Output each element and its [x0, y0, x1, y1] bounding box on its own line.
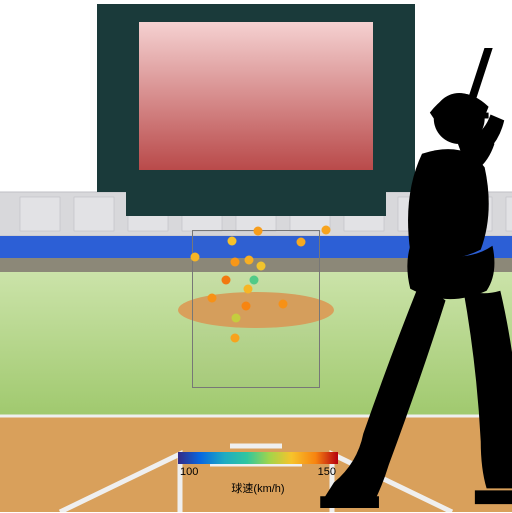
strike-zone — [192, 230, 320, 388]
colorbar: 100 150 球速(km/h) — [178, 452, 338, 496]
pitch-dot — [257, 262, 266, 271]
pitch-dot — [208, 294, 217, 303]
pitch-dot — [244, 285, 253, 294]
pitch-dot — [228, 237, 237, 246]
pitch-dot — [231, 334, 240, 343]
pitch-dot — [191, 253, 200, 262]
colorbar-label: 球速(km/h) — [178, 480, 338, 496]
pitch-dot — [232, 314, 241, 323]
pitch-dot — [250, 276, 259, 285]
pitch-dot — [254, 227, 263, 236]
colorbar-tick: 100 — [180, 466, 198, 478]
pitch-dot — [279, 300, 288, 309]
colorbar-tick: 150 — [318, 466, 336, 478]
pitch-dot — [222, 276, 231, 285]
batter-silhouette — [318, 48, 512, 508]
colorbar-ticks: 100 150 — [178, 466, 338, 478]
colorbar-gradient — [178, 452, 338, 464]
pitch-dot — [231, 258, 240, 267]
pitch-dot — [245, 256, 254, 265]
pitch-dot — [242, 302, 251, 311]
pitch-dot — [297, 238, 306, 247]
